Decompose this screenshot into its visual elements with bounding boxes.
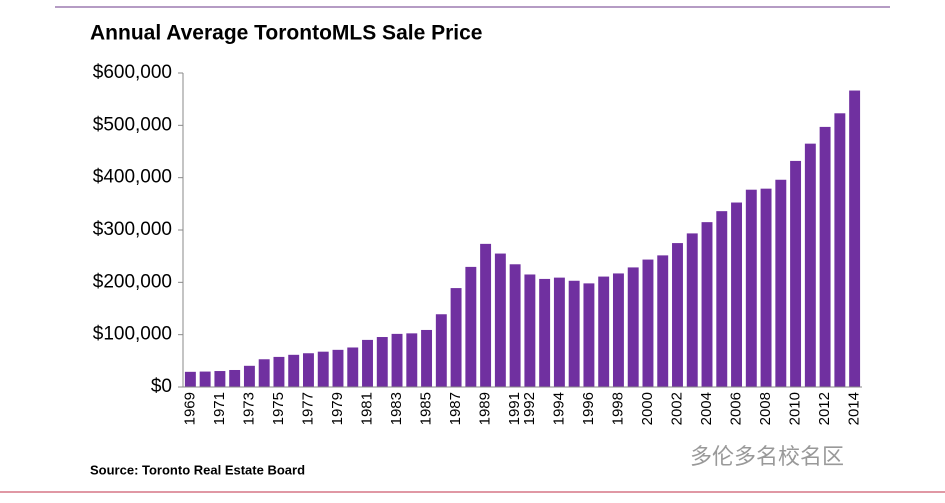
x-tick-label: 1998 xyxy=(609,392,626,425)
x-tick-label: 1983 xyxy=(388,392,405,425)
bar xyxy=(686,233,698,387)
bar xyxy=(243,365,255,387)
bar xyxy=(760,188,772,387)
bar xyxy=(509,264,521,387)
x-tick-label: 2008 xyxy=(757,392,774,425)
x-tick-label: 1973 xyxy=(240,392,257,425)
x-tick-label: 1994 xyxy=(550,392,567,425)
bar xyxy=(627,267,639,387)
x-tick-label: 1969 xyxy=(181,392,198,425)
bar xyxy=(450,288,462,387)
bar xyxy=(804,143,816,387)
x-tick-label: 1992 xyxy=(521,392,538,425)
x-tick-label: 2012 xyxy=(816,392,833,425)
bar xyxy=(184,371,196,387)
bar xyxy=(731,202,742,387)
x-tick-label: 1996 xyxy=(580,392,597,425)
bar xyxy=(524,274,536,387)
x-tick-label: 1979 xyxy=(329,392,346,425)
bar xyxy=(376,337,388,387)
bar xyxy=(716,211,728,387)
bar xyxy=(406,333,418,387)
bar xyxy=(612,273,624,387)
x-tick-label: 1985 xyxy=(418,392,435,425)
x-tick-label: 1971 xyxy=(211,392,228,425)
bar xyxy=(657,255,669,387)
bar xyxy=(391,333,403,387)
x-tick-label: 2004 xyxy=(698,392,715,425)
bar xyxy=(214,371,226,387)
bar xyxy=(834,113,846,388)
bar xyxy=(849,90,861,387)
x-tick-label: 2000 xyxy=(639,392,656,425)
bar xyxy=(332,349,344,387)
y-tick-label: $300,000 xyxy=(93,219,172,240)
bar xyxy=(273,356,285,387)
y-tick-label: $200,000 xyxy=(93,271,172,292)
bar xyxy=(539,278,551,387)
bar xyxy=(317,351,329,387)
bar xyxy=(421,329,433,387)
bar xyxy=(583,283,595,387)
bar xyxy=(229,369,241,387)
y-tick-label: $600,000 xyxy=(93,62,172,83)
x-tick-label: 2002 xyxy=(668,392,685,425)
x-tick-label: 1975 xyxy=(270,392,287,425)
x-tick-label: 1981 xyxy=(358,392,375,425)
bar xyxy=(553,277,565,387)
x-tick-label: 1989 xyxy=(477,392,494,425)
x-tick-label: 1977 xyxy=(299,392,316,425)
bar xyxy=(288,354,300,387)
watermark: 多伦多名校名区 xyxy=(690,444,844,469)
y-tick-label: $0 xyxy=(151,376,172,397)
bar xyxy=(701,222,713,387)
x-tick-label: 2014 xyxy=(846,392,863,425)
y-tick-label: $100,000 xyxy=(93,324,172,345)
bar xyxy=(642,259,654,387)
bar xyxy=(480,243,492,387)
y-tick-label: $400,000 xyxy=(93,167,172,188)
bar xyxy=(465,266,477,387)
x-tick-label: 2006 xyxy=(728,392,745,425)
bar xyxy=(672,243,683,387)
bar xyxy=(435,314,447,387)
bar xyxy=(819,126,831,388)
source: Source: Toronto Real Estate Board xyxy=(90,462,305,477)
bar xyxy=(598,276,610,387)
bar xyxy=(494,253,506,387)
y-tick-label: $500,000 xyxy=(93,114,172,135)
x-tick-label: 1987 xyxy=(447,392,464,425)
x-tick-label: 1991 xyxy=(506,392,523,425)
bar xyxy=(303,353,314,387)
bar xyxy=(347,347,359,387)
bar xyxy=(775,179,787,387)
bar xyxy=(199,371,211,387)
bar xyxy=(745,189,757,387)
x-tick-label: 2010 xyxy=(787,392,804,425)
chart-title: Annual Average TorontoMLS Sale Price xyxy=(90,22,482,45)
bar xyxy=(790,160,802,387)
bar xyxy=(362,339,373,387)
bar xyxy=(568,280,580,387)
bar xyxy=(258,359,270,387)
